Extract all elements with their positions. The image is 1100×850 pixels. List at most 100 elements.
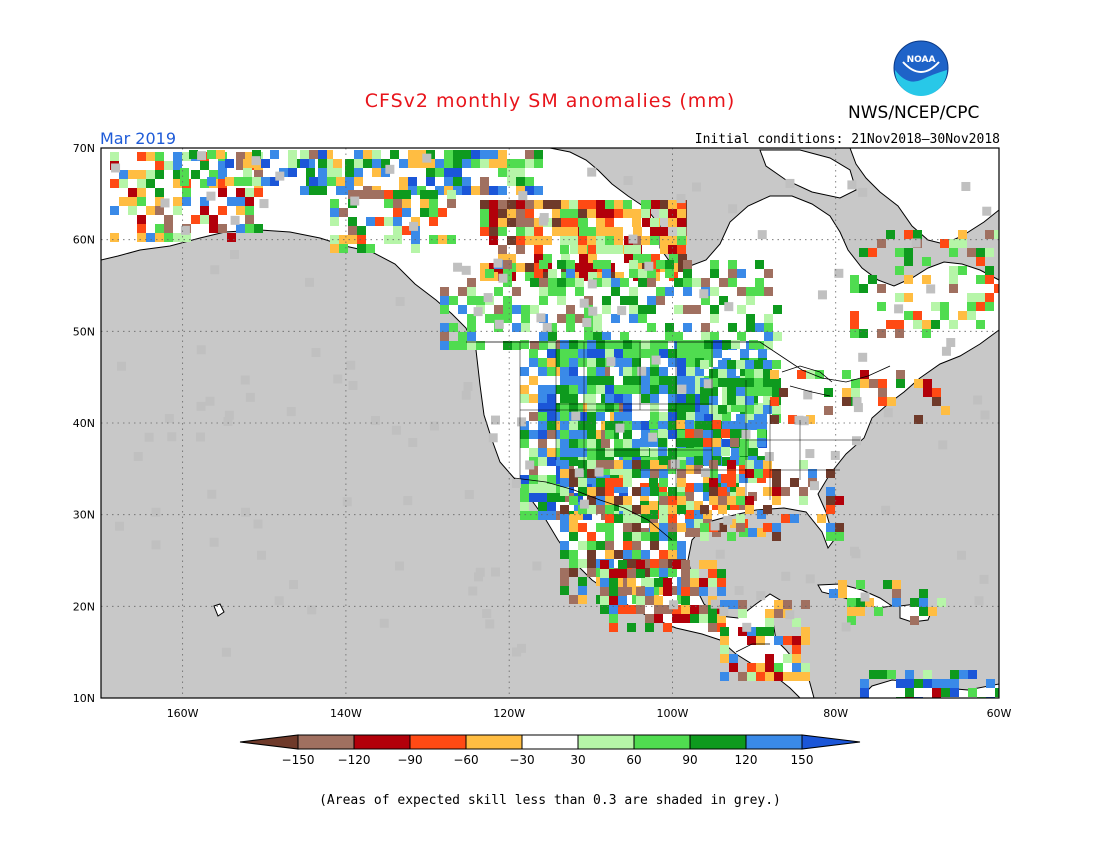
anomaly-cell: [690, 587, 699, 596]
anomaly-cell: [440, 305, 449, 314]
anomaly-cell: [904, 257, 913, 266]
anomaly-cell: [668, 487, 677, 496]
anomaly-cell: [647, 269, 656, 278]
anomaly-cell: [985, 248, 994, 257]
grid-lines: [101, 148, 999, 698]
anomaly-cell: [529, 511, 538, 520]
anomaly-cell: [632, 358, 641, 367]
anomaly-cell: [633, 236, 642, 245]
anomaly-cell: [216, 150, 225, 159]
anomaly-cell: [605, 430, 614, 439]
anomaly-cell: [587, 358, 596, 367]
anomaly-cell: [575, 278, 584, 287]
anomaly-cell: [686, 394, 695, 403]
anomaly-cell: [601, 367, 610, 376]
anomaly-cell: [596, 412, 605, 421]
anomaly-cell: [632, 460, 641, 469]
anomaly-cell: [561, 254, 570, 263]
anomaly-cell: [629, 305, 638, 314]
anomaly-cell: [651, 200, 660, 209]
anomaly-cell: [783, 672, 792, 681]
anomaly-cell: [566, 323, 575, 332]
anomaly-cell: [712, 528, 721, 537]
anomaly-cell: [529, 430, 538, 439]
anomaly-cell: [727, 496, 736, 505]
anomaly-cell: [641, 236, 650, 245]
low-skill-cell: [394, 561, 404, 571]
anomaly-cell: [757, 429, 766, 438]
low-skill-cell: [453, 262, 463, 272]
anomaly-cell: [658, 483, 667, 492]
anomaly-cell: [548, 287, 557, 296]
anomaly-cell: [826, 505, 835, 514]
anomaly-cell: [614, 448, 623, 457]
anomaly-cell: [596, 367, 605, 376]
anomaly-cell: [453, 168, 462, 177]
us-mexico-border: [513, 477, 673, 541]
anomaly-cell: [525, 200, 534, 209]
low-skill-cell: [574, 468, 584, 478]
anomaly-cell: [547, 493, 556, 502]
us-canada-border: [466, 341, 891, 383]
anomaly-cell: [730, 483, 739, 492]
anomaly-cell: [683, 323, 692, 332]
anomaly-cell: [348, 217, 357, 226]
anomaly-cell: [623, 532, 632, 541]
low-skill-cell: [982, 206, 992, 216]
anomaly-cell: [300, 150, 309, 159]
anomaly-cell: [547, 349, 556, 358]
anomaly-cell: [429, 190, 438, 199]
anomaly-cell: [534, 159, 543, 168]
anomaly-cell: [763, 396, 772, 405]
anomaly-cell: [601, 439, 610, 448]
anomaly-cell: [801, 672, 810, 681]
anomaly-cell: [569, 430, 578, 439]
anomaly-cell: [659, 550, 668, 559]
anomaly-cell: [754, 360, 763, 369]
anomaly-cell: [694, 456, 703, 465]
anomaly-cell: [623, 340, 632, 349]
anomaly-cell: [411, 244, 420, 253]
anomaly-cell: [569, 478, 578, 487]
colorbar-label: 150: [791, 753, 814, 767]
anomaly-cell: [557, 260, 566, 269]
colorbar-box: [745, 734, 803, 750]
anomaly-cell: [685, 492, 694, 501]
anomaly-cell: [892, 598, 901, 607]
anomaly-cell: [393, 190, 402, 199]
colorbar-box: [689, 734, 747, 750]
anomaly-cell: [641, 376, 650, 385]
anomaly-cell: [620, 278, 629, 287]
anomaly-cell: [745, 360, 754, 369]
anomaly-cell: [618, 587, 627, 596]
anomaly-cell: [547, 448, 556, 457]
low-skill-cell: [180, 225, 190, 235]
anomaly-cell: [772, 360, 781, 369]
anomaly-cell: [324, 150, 333, 159]
anomaly-cell: [668, 349, 677, 358]
anomaly-cell: [835, 523, 844, 532]
anomaly-cell: [357, 235, 366, 244]
anomaly-cell: [913, 230, 922, 239]
anomaly-cell: [587, 568, 596, 577]
anomaly-cell: [288, 168, 297, 177]
anomaly-cell: [722, 421, 731, 430]
anomaly-cell: [236, 188, 245, 197]
anomaly-cell: [914, 415, 923, 424]
anomaly-cell: [529, 349, 538, 358]
anomaly-cell: [681, 578, 690, 587]
anomaly-cell: [904, 230, 913, 239]
anomaly-cell: [254, 224, 263, 233]
colorbar-box: [521, 734, 579, 750]
anomaly-cell: [747, 672, 756, 681]
anomaly-cell: [318, 168, 327, 177]
anomaly-cell: [694, 438, 703, 447]
anomaly-cell: [605, 349, 614, 358]
anomaly-cell: [922, 257, 931, 266]
anomaly-cell: [668, 218, 677, 227]
anomaly-cell: [245, 215, 254, 224]
anomaly-cell: [638, 305, 647, 314]
anomaly-cell: [842, 397, 851, 406]
anomaly-cell: [498, 245, 507, 254]
anomaly-cell: [922, 275, 931, 284]
